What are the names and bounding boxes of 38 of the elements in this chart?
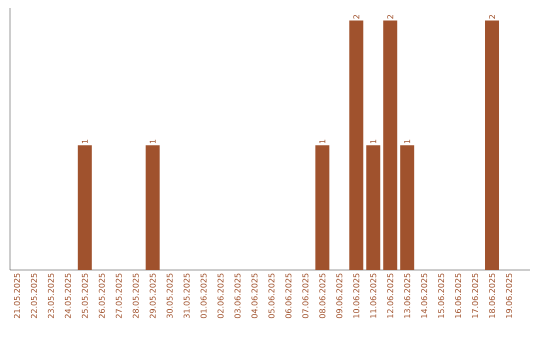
x-tick-label: 10.06.2025 — [353, 274, 360, 318]
data-label: 2 — [387, 14, 394, 19]
x-tick-label: 06.06.2025 — [285, 274, 292, 318]
x-tick-label: 16.06.2025 — [455, 274, 462, 318]
data-label: 1 — [319, 140, 326, 144]
x-tick-label: 13.06.2025 — [404, 274, 410, 318]
data-label: 2 — [353, 14, 360, 19]
x-tick-label: 14.06.2025 — [421, 274, 428, 318]
x-tick-label: 11.06.2025 — [370, 274, 376, 318]
x-tick-label: 31.05.2025 — [184, 274, 190, 318]
x-tick-label: 03.06.2025 — [234, 274, 241, 318]
x-tick-label: 15.06.2025 — [438, 274, 444, 318]
x-tick-label: 12.06.2025 — [387, 274, 394, 318]
x-tick-label: 22.05.2025 — [30, 274, 37, 318]
x-tick-label: 02.06.2025 — [218, 274, 224, 318]
x-tick-label: 30.05.2025 — [166, 274, 173, 318]
x-tick-label: 23.05.2025 — [48, 274, 54, 318]
x-tick-label: 27.05.2025 — [116, 274, 122, 318]
data-label: 1 — [82, 140, 88, 144]
data-label: 1 — [370, 140, 376, 144]
x-tick-label: 19.06.2025 — [506, 274, 512, 318]
data-label: 2 — [489, 14, 495, 19]
x-tick-label: 26.05.2025 — [98, 274, 105, 318]
x-tick-label: 28.05.2025 — [132, 274, 139, 318]
x-tick-label: 24.05.2025 — [64, 274, 71, 318]
x-tick-label: 01.06.2025 — [200, 274, 207, 318]
x-tick-label: 09.06.2025 — [336, 274, 342, 318]
x-tick-label: 21.05.2025 — [14, 274, 20, 318]
x-tick-label: 17.06.2025 — [472, 274, 478, 318]
x-tick-label: 29.05.2025 — [150, 274, 156, 318]
x-tick-label: 05.06.2025 — [268, 274, 274, 318]
x-tick-label: 25.05.2025 — [82, 274, 88, 318]
data-label: 1 — [150, 140, 156, 144]
x-tick-label: 08.06.2025 — [319, 274, 326, 318]
x-tick-label: 07.06.2025 — [302, 274, 308, 318]
data-label: 1 — [404, 140, 410, 144]
x-tick-label: 04.06.2025 — [251, 274, 258, 318]
x-tick-label: 18.06.2025 — [488, 274, 496, 318]
